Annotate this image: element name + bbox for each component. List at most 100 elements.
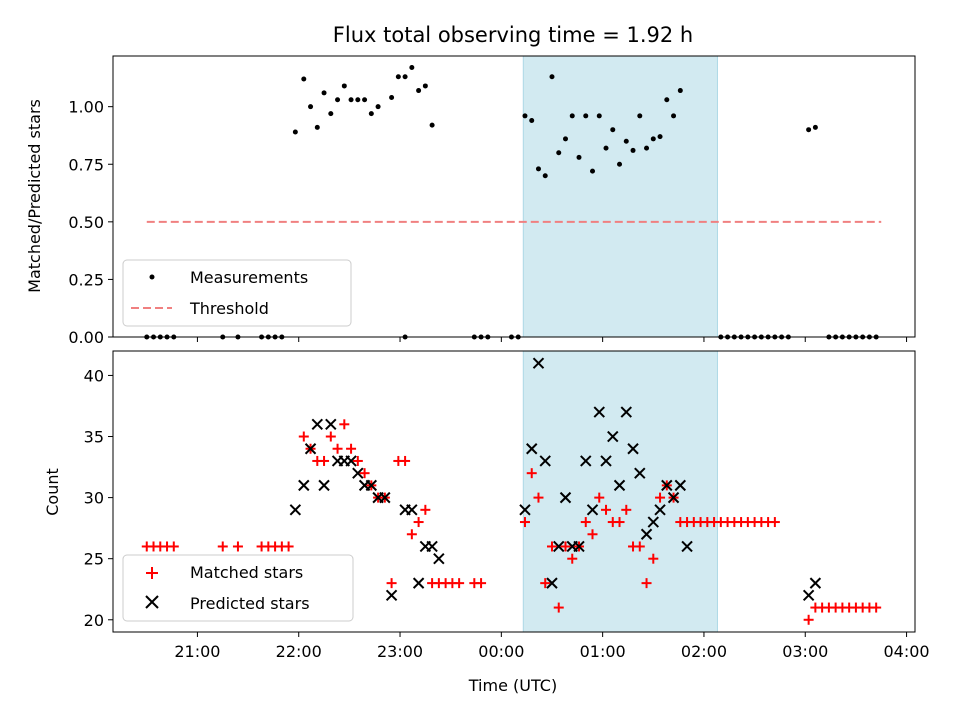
x-stroke-b: [667, 491, 680, 504]
matched-star-point: [359, 468, 370, 479]
predicted-star-point: [365, 479, 378, 492]
x-stroke-b: [802, 589, 815, 602]
legend-measurements-label: Measurements: [190, 268, 308, 287]
matched-star-point: [420, 504, 431, 515]
predicted-star-point: [613, 479, 626, 492]
predicted-star-point: [318, 479, 330, 492]
ratio-y-axis-label: Matched/Predicted stars: [25, 99, 44, 293]
predicted-star-point: [647, 516, 660, 528]
predicted-star-point: [634, 467, 646, 479]
matched-star-point: [803, 614, 814, 625]
predicted-star-point: [580, 455, 592, 467]
x-tick-label: 02:00: [681, 642, 727, 661]
measurement-point: [368, 111, 374, 117]
x-tick-label: 23:00: [377, 642, 423, 661]
ratio-legend-box: [122, 259, 352, 327]
ratio-x-ticks: [196, 337, 908, 342]
measurement-point: [556, 150, 562, 156]
predicted-star-point: [559, 491, 572, 504]
matched-star-point: [168, 541, 179, 552]
measurement-point: [644, 145, 650, 151]
matched-star-point: [540, 578, 551, 589]
x-stroke-b: [379, 491, 391, 504]
predicted-star-point: [385, 589, 398, 602]
measurement-point: [562, 136, 568, 142]
predicted-star-point: [519, 504, 531, 516]
matched-star-point: [476, 578, 487, 589]
measurement-point: [637, 113, 643, 119]
x-stroke-b: [433, 552, 445, 565]
x-stroke-b: [647, 516, 660, 528]
measurement-point: [617, 161, 623, 167]
legend-predicted-label: Predicted stars: [190, 594, 310, 613]
matched-star-point: [614, 517, 625, 528]
ratio-plot-frame: [112, 55, 916, 338]
x-tick-label: 00:00: [478, 642, 524, 661]
y-tick-label: 20: [84, 611, 104, 630]
predicted-star-point: [433, 552, 445, 565]
matched-star-point: [413, 517, 424, 528]
x-stroke-b: [634, 467, 646, 479]
count-legend-box: [122, 554, 354, 622]
measurement-point: [576, 154, 582, 160]
x-tick-label: 01:00: [580, 642, 626, 661]
x-stroke-b: [661, 479, 673, 492]
x-stroke-b: [298, 479, 310, 492]
measurement-point: [402, 74, 408, 80]
count-y-axis-label: Count: [43, 468, 62, 516]
predicted-star-point: [667, 491, 680, 504]
legend-matched-marker: [146, 567, 158, 579]
x-stroke-b: [580, 455, 592, 467]
predicted-star-point: [661, 479, 673, 492]
x-stroke-b: [809, 577, 822, 589]
x-stroke-b: [406, 504, 418, 516]
measurement-point: [341, 83, 347, 89]
x-stroke-b: [627, 443, 639, 455]
predicted-star-point: [526, 443, 538, 455]
x-stroke-b: [546, 577, 558, 589]
measurement-point: [389, 94, 395, 100]
x-stroke-b: [539, 455, 551, 467]
matched-star-point: [217, 541, 228, 552]
measurement-point: [321, 90, 327, 96]
predicted-star-point: [379, 491, 391, 504]
measurement-point: [569, 113, 575, 119]
matched-star-point: [769, 517, 780, 528]
matched-star-point: [648, 553, 659, 564]
predicted-star-point: [674, 479, 687, 492]
ratio-legend: Measurements Threshold: [122, 259, 352, 327]
legend-threshold-label: Threshold: [189, 299, 269, 318]
measurement-point: [529, 117, 535, 123]
y-tick-label: 25: [84, 550, 104, 569]
measurement-point: [623, 138, 629, 144]
predicted-star-point: [412, 577, 425, 589]
y-tick-label: 35: [84, 428, 104, 447]
x-stroke-b: [607, 430, 619, 443]
x-stroke-b: [325, 418, 337, 431]
predicted-star-point: [640, 528, 653, 540]
measurement-point: [416, 88, 422, 94]
measurement-point: [335, 97, 341, 103]
matched-star-point: [319, 455, 330, 466]
x-stroke-b: [559, 491, 572, 504]
measurement-point: [650, 136, 656, 142]
chart-title: Flux total observing time = 1.92 h: [333, 23, 693, 47]
measurement-point: [422, 83, 428, 89]
matched-star-point: [871, 602, 882, 613]
y-tick-label: 0.25: [68, 270, 104, 289]
matched-star-point: [346, 443, 357, 454]
x-stroke-b: [654, 504, 666, 516]
matched-star-point: [533, 492, 544, 503]
matched-star-point: [621, 504, 632, 515]
matched-star-point: [567, 553, 578, 564]
matched-star-point: [352, 455, 363, 466]
measurement-point: [375, 104, 381, 110]
predicted-star-point: [352, 467, 364, 479]
x-stroke-b: [526, 443, 538, 455]
x-stroke-b: [640, 528, 653, 540]
x-stroke-b: [553, 540, 565, 553]
predicted-star-point: [345, 455, 357, 467]
matched-star-point: [400, 455, 411, 466]
measurement-point: [671, 113, 677, 119]
matched-star-point: [526, 468, 537, 479]
